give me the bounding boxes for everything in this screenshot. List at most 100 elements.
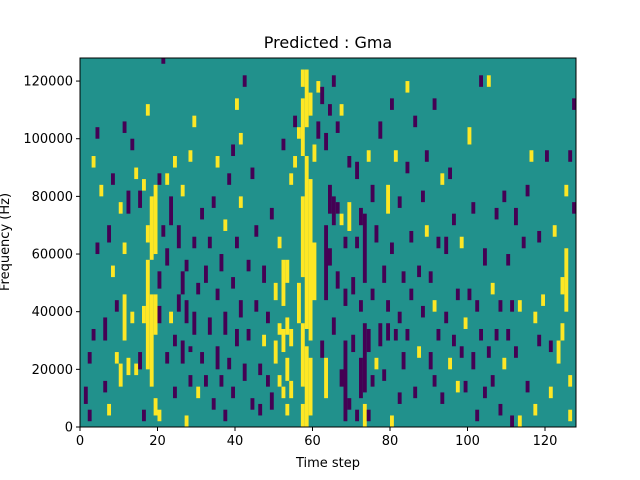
heatmap-cell	[568, 375, 573, 387]
heatmap-cell	[498, 403, 503, 416]
heatmap-cell	[498, 300, 503, 312]
heatmap-cell	[238, 196, 243, 208]
heatmap-cell	[157, 409, 162, 422]
heatmap-cell	[184, 259, 189, 272]
y-tick-label: 100000	[23, 132, 73, 147]
heatmap-cell	[370, 184, 375, 203]
heatmap-cell	[173, 156, 177, 168]
heatmap-cell	[235, 98, 239, 110]
heatmap-cell	[440, 392, 445, 404]
heatmap-cell	[409, 288, 414, 301]
heatmap-cell	[541, 294, 546, 306]
heatmap-cell	[200, 352, 205, 364]
heatmap-cell	[386, 300, 391, 312]
heatmap-cell	[242, 363, 247, 381]
heatmap-cell	[440, 173, 445, 185]
heatmap-cell	[490, 375, 495, 387]
heatmap-cell	[393, 328, 398, 341]
heatmap-cell	[142, 409, 146, 422]
heatmap-cell	[196, 282, 201, 295]
heatmap-cell	[122, 242, 127, 255]
heatmap-cell	[343, 236, 348, 249]
heatmap-cell	[421, 190, 425, 203]
heatmap-cell	[238, 300, 243, 318]
heatmap-cell	[502, 190, 507, 203]
heatmap-cell	[359, 357, 363, 399]
heatmap-cell	[207, 317, 212, 335]
heatmap-cell	[153, 184, 158, 255]
heatmap-cell	[219, 254, 224, 272]
x-tick-label: 60	[304, 434, 321, 449]
heatmap-cell	[200, 207, 205, 220]
heatmap-cell	[269, 392, 274, 410]
heatmap-cell	[413, 115, 418, 128]
heatmap-cell	[397, 196, 402, 208]
heatmap-cell	[533, 311, 538, 324]
heatmap-cell	[219, 375, 224, 387]
heatmap-cell	[370, 375, 375, 387]
heatmap-cell	[153, 398, 158, 416]
heatmap-cell	[382, 369, 387, 381]
heatmap-cell	[91, 328, 96, 341]
heatmap-cell	[355, 161, 360, 180]
heatmap-cell	[111, 173, 115, 185]
heatmap-cell	[390, 98, 394, 110]
heatmap-cell	[87, 352, 92, 364]
heatmap-cell	[525, 184, 530, 197]
heatmap-cell	[328, 184, 332, 214]
heatmap-cell	[211, 196, 216, 208]
heatmap-cell	[351, 277, 356, 295]
heatmap-cell	[114, 300, 119, 312]
heatmap-cell	[424, 150, 429, 162]
heatmap-cell	[397, 311, 402, 324]
heatmap-cell	[324, 357, 329, 399]
heatmap-cell	[161, 58, 166, 64]
heatmap-cell	[494, 328, 499, 341]
heatmap-cell	[339, 213, 344, 226]
heatmap-cell	[165, 248, 170, 266]
heatmap-cell	[227, 357, 232, 370]
heatmap-cell	[335, 121, 340, 133]
heatmap-cell	[242, 75, 247, 87]
heatmap-cell	[215, 288, 220, 301]
heatmap-cell	[328, 104, 332, 116]
heatmap-cell	[475, 409, 480, 422]
heatmap-cell	[502, 357, 507, 370]
heatmap-cell	[134, 167, 139, 180]
heatmap-cell	[103, 317, 108, 341]
heatmap-cell	[459, 346, 464, 358]
heatmap-cell	[359, 300, 363, 312]
heatmap-cell	[145, 104, 150, 116]
heatmap-cell	[300, 323, 305, 387]
heatmap-cell	[138, 190, 143, 208]
heatmap-cell	[374, 357, 379, 370]
heatmap-cell	[552, 225, 557, 237]
x-tick-label: 40	[227, 434, 244, 449]
heatmap-cell	[223, 311, 228, 335]
heatmap-cell	[250, 167, 255, 180]
heatmap-cell	[157, 271, 162, 289]
heatmap-cell	[227, 173, 232, 185]
heatmap-cell	[262, 334, 267, 347]
heatmap-cell	[149, 294, 154, 387]
heatmap-cell	[91, 156, 96, 168]
heatmap-cell	[432, 375, 437, 387]
heatmap-cell	[514, 207, 518, 226]
heatmap-cell	[273, 340, 278, 364]
heatmap-cell	[401, 352, 406, 370]
heatmap-cell	[331, 196, 336, 226]
heatmap-cell	[289, 328, 294, 347]
heatmap-cell	[134, 363, 139, 376]
heatmap-cell	[455, 288, 460, 301]
heatmap-cell	[281, 328, 286, 353]
heatmap-cell	[204, 265, 208, 283]
heatmap-cell	[397, 392, 402, 404]
heatmap-cell	[169, 311, 174, 324]
heatmap-cell	[111, 265, 115, 278]
heatmap-cell	[564, 248, 569, 312]
heatmap-cell	[312, 242, 317, 301]
heatmap-cell	[126, 190, 131, 214]
heatmap-cell	[560, 323, 565, 341]
heatmap-cell	[308, 179, 313, 341]
heatmap-cells	[83, 58, 577, 427]
